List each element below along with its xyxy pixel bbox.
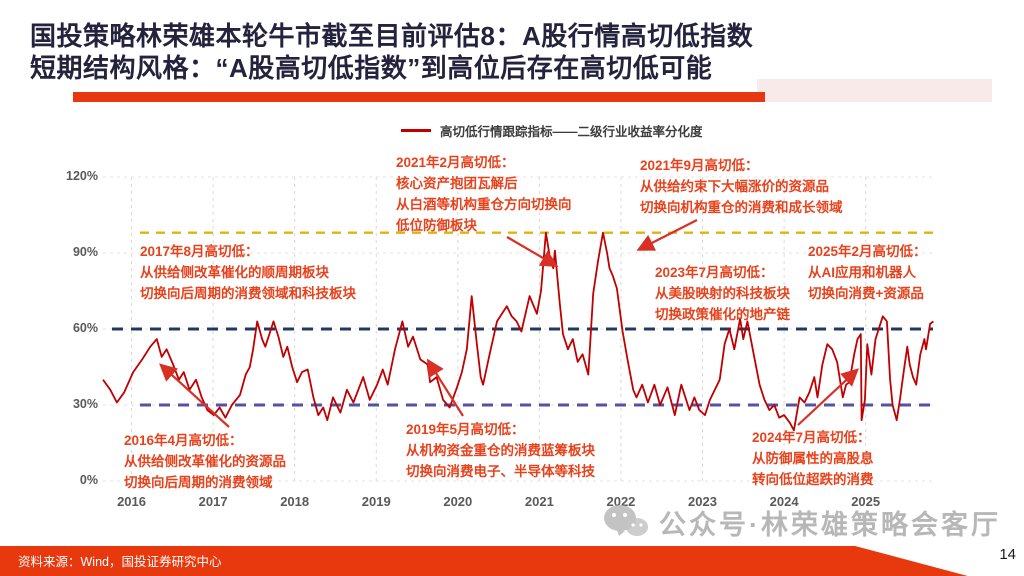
x-axis-label: 2018 bbox=[280, 494, 310, 509]
annotation-title: 2016年4月高切低： bbox=[124, 433, 243, 448]
annotation-line: 低位防御板块 bbox=[396, 218, 477, 233]
x-axis-label: 2023 bbox=[688, 494, 717, 509]
x-axis-label: 2022 bbox=[606, 494, 636, 509]
annotation-line: 核心资产抱团瓦解后 bbox=[396, 176, 518, 191]
annotation-a2021-09: 2021年9月高切低： 从供给约束下大幅涨价的资源品 切换向机构重仓的消费和成长领域 bbox=[640, 155, 843, 218]
y-axis-label: 30% bbox=[72, 397, 98, 411]
annotation-title: 2021年9月高切低： bbox=[640, 158, 759, 173]
x-axis-label: 2021 bbox=[524, 494, 554, 509]
y-axis-label: 60% bbox=[72, 321, 98, 335]
annotation-line: 从防御属性的高股息 bbox=[752, 451, 874, 466]
y-axis-label: 0% bbox=[79, 473, 98, 487]
annotation-line: 从美股映射的科技板块 bbox=[655, 286, 790, 301]
slide-header: 国投策略林荣雄本轮牛市截至目前评估8：A股行情高切低指数 短期结构风格：“A股高… bbox=[30, 20, 753, 84]
x-axis-label: 2016 bbox=[117, 494, 146, 509]
slide-title-line1: 国投策略林荣雄本轮牛市截至目前评估8：A股行情高切低指数 bbox=[30, 21, 754, 51]
annotation-a2025-02: 2025年2月高切低： 从AI应用和机器人 切换向消费+资源品 bbox=[808, 241, 927, 304]
reference-lines bbox=[112, 231, 933, 407]
annotation-a2023-07: 2023年7月高切低： 从美股映射的科技板块 切换政策催化的地产链 bbox=[655, 262, 790, 325]
title-highlight-strip bbox=[757, 79, 992, 102]
chart-legend: 高切低行情跟踪指标——二级行业收益率分化度 bbox=[401, 121, 703, 140]
annotation-title: 2023年7月高切低： bbox=[655, 265, 774, 280]
annotation-title: 2017年8月高切低： bbox=[140, 244, 259, 259]
annotation-a2017-08: 2017年8月高切低： 从供给侧改革催化的顺周期板块切换向后周期的消费领域和科技板… bbox=[140, 241, 356, 304]
watermark-text: 公众号·林荣雄策略会客厅 bbox=[659, 510, 1001, 540]
annotation-line: 切换向消费电子、半导体等科技 bbox=[406, 464, 595, 479]
annotation-line: 切换向后周期的消费领域和科技板块 bbox=[140, 286, 356, 301]
annotation-a2024-07: 2024年7月高切低： 从防御属性的高股息 转向低位超跌的消费 bbox=[752, 427, 874, 490]
x-axis-label: 2024 bbox=[769, 494, 799, 509]
annotation-arrow bbox=[636, 219, 698, 251]
annotation-line: 从白酒等机构重仓方向切换向 bbox=[396, 197, 572, 212]
annotation-line: 切换向后周期的消费领域 bbox=[124, 475, 273, 490]
annotation-arrow bbox=[506, 236, 559, 267]
x-axis-label: 2019 bbox=[361, 494, 391, 509]
wechat-icon bbox=[604, 504, 648, 536]
annotation-line: 从供给侧改革催化的资源品 bbox=[124, 454, 286, 469]
slide-title-line2: 短期结构风格：“A股高切低指数”到高位后存在高切低可能 bbox=[30, 53, 713, 83]
legend-line-icon bbox=[401, 129, 431, 132]
annotation-line: 从供给约束下大幅涨价的资源品 bbox=[640, 179, 829, 194]
x-axis-label: 2017 bbox=[198, 494, 228, 509]
y-axis-label: 90% bbox=[72, 245, 98, 259]
series-polyline bbox=[102, 231, 934, 432]
y-axis-label: 120% bbox=[66, 169, 98, 183]
page-number: 14 bbox=[999, 546, 1016, 563]
x-axis-label: 2020 bbox=[443, 494, 473, 509]
annotation-title: 2021年2月高切低： bbox=[396, 155, 515, 170]
annotation-arrow bbox=[797, 368, 859, 426]
annotation-line: 切换向消费+资源品 bbox=[808, 286, 924, 301]
annotation-line: 从AI应用和机器人 bbox=[808, 265, 916, 280]
watermark: 公众号·林荣雄策略会客厅 bbox=[603, 503, 1001, 542]
annotation-line: 转向低位超跌的消费 bbox=[752, 472, 874, 487]
annotation-title: 2025年2月高切低： bbox=[808, 244, 927, 259]
annotation-line: 从供给侧改革催化的顺周期板块 bbox=[140, 265, 329, 280]
annotation-a2016-04: 2016年4月高切低： 从供给侧改革催化的资源品 切换向后周期的消费领域 bbox=[124, 430, 286, 493]
source-note: 资料来源：Wind，国投证券研究中心 bbox=[18, 555, 222, 569]
annotation-arrow bbox=[159, 363, 230, 428]
data-series-line bbox=[102, 231, 934, 432]
annotation-title: 2024年7月高切低： bbox=[752, 430, 871, 445]
annotation-a2019-05: 2019年5月高切低： 从机构资金重仓的消费蓝筹板块 切换向消费电子、半导体等科技 bbox=[406, 419, 595, 482]
annotation-line: 切换政策催化的地产链 bbox=[655, 307, 790, 322]
footer-banner bbox=[0, 546, 968, 576]
annotation-line: 从机构资金重仓的消费蓝筹板块 bbox=[406, 443, 595, 458]
annotation-arrow bbox=[426, 358, 464, 417]
annotation-arrows bbox=[159, 219, 859, 428]
annotation-a2021-02: 2021年2月高切低： 核心资产抱团瓦解后从白酒等机构重仓方向切换向 低位防御板块 bbox=[396, 152, 572, 236]
annotation-title: 2019年5月高切低： bbox=[406, 422, 525, 437]
title-underline-bar bbox=[73, 92, 765, 102]
legend-label: 高切低行情跟踪指标——二级行业收益率分化度 bbox=[440, 125, 703, 139]
x-axis-label: 2025 bbox=[851, 494, 881, 509]
annotation-line: 切换向机构重仓的消费和成长领域 bbox=[640, 200, 843, 215]
